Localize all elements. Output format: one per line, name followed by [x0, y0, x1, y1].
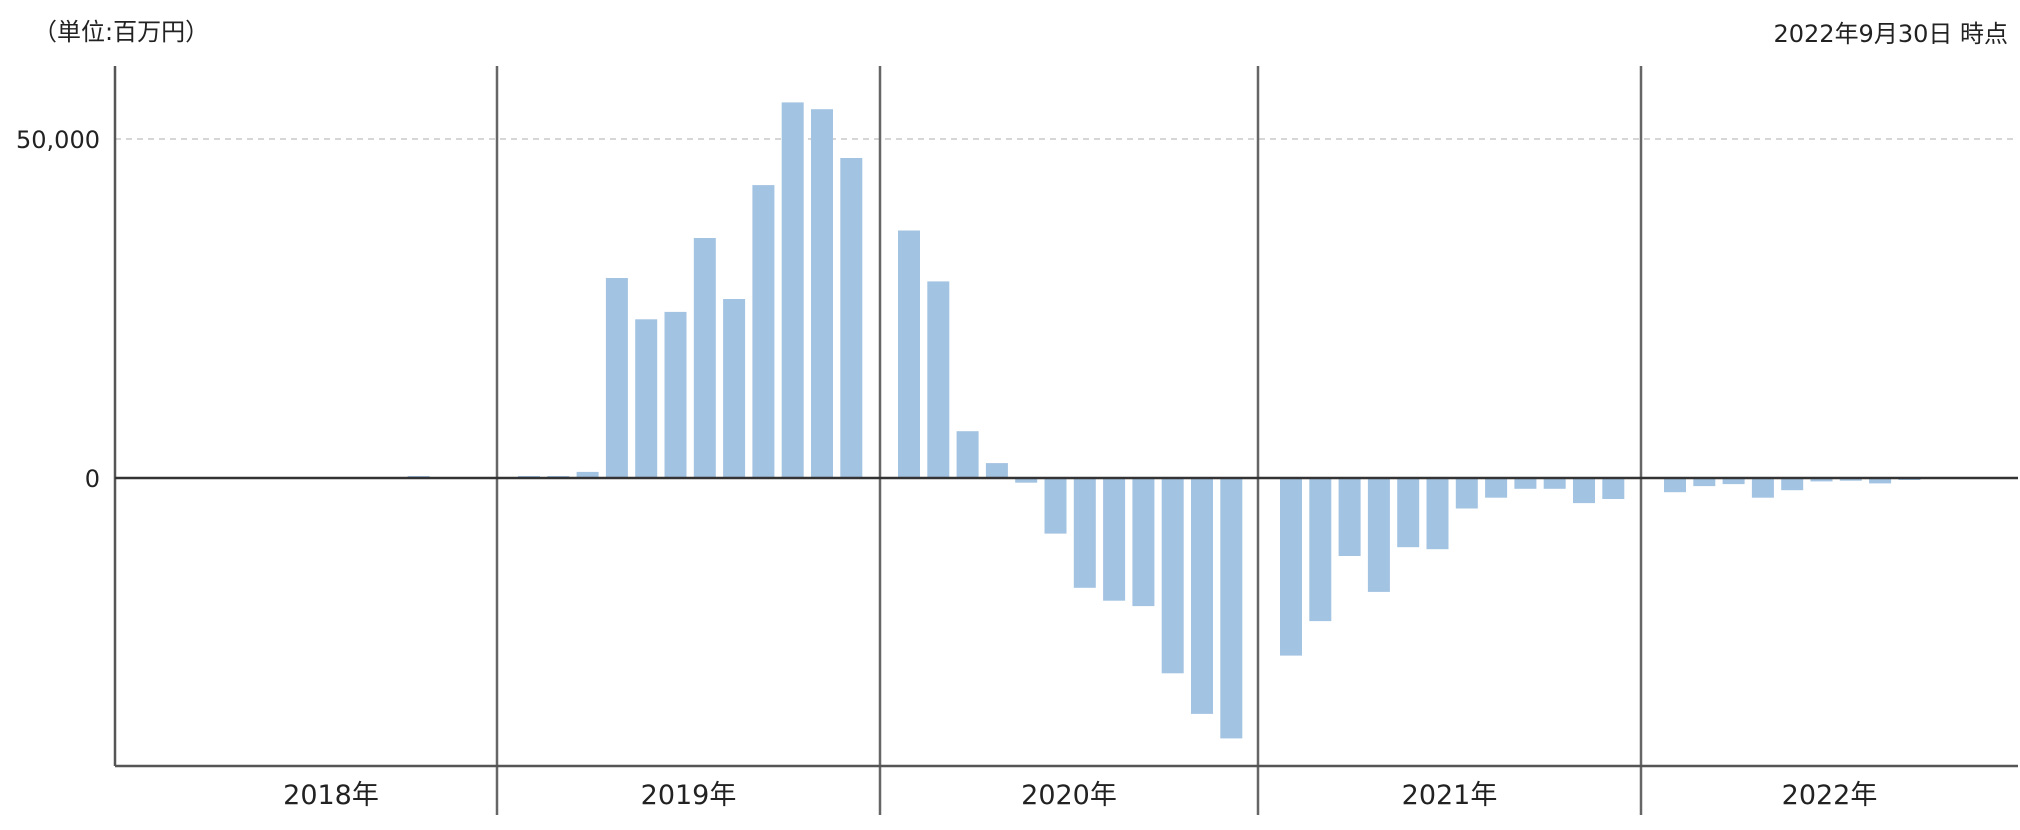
- bar-2-3: [956, 431, 979, 478]
- x-year-labels: 2018年 2019年 2020年 2021年 2022年: [283, 780, 1877, 811]
- bar-4-7: [1839, 478, 1862, 481]
- y-tick-label: 0: [85, 465, 100, 493]
- y-tick-label: 50,000: [16, 126, 100, 154]
- year-label: 2019年: [641, 780, 737, 811]
- bar-1-11: [811, 109, 833, 478]
- bar-2-8: [1103, 478, 1126, 601]
- bar-4-3: [1722, 478, 1745, 485]
- bar-4-8: [1869, 478, 1892, 484]
- bar-2-9: [1132, 478, 1155, 607]
- bar-2-10: [1161, 478, 1184, 674]
- bar-2-11: [1191, 478, 1213, 714]
- bar-3-1: [1280, 478, 1302, 656]
- bar-3-10: [1543, 478, 1566, 489]
- bar-4-6: [1810, 478, 1833, 482]
- bar-1-9: [752, 185, 775, 478]
- bar-4-1: [1664, 478, 1686, 493]
- year-dividers: [495, 66, 1643, 815]
- bar-3-5: [1397, 478, 1420, 548]
- bar-3-11: [1573, 478, 1595, 504]
- bar-3-3: [1338, 478, 1361, 556]
- bar-1-7: [693, 238, 716, 478]
- bar-1-6: [664, 311, 687, 478]
- year-label: 2021年: [1402, 780, 1498, 811]
- year-label: 2018年: [283, 780, 379, 811]
- bar-1-5: [635, 319, 658, 478]
- bar-2-5: [1015, 478, 1038, 483]
- bar-2-12: [1220, 478, 1243, 739]
- year-label: 2020年: [1021, 780, 1117, 811]
- bar-3-2: [1309, 478, 1332, 622]
- bar-1-10: [781, 102, 804, 479]
- bar-3-8: [1485, 478, 1508, 498]
- year-label: 2022年: [1782, 780, 1878, 811]
- bars: [407, 102, 1921, 739]
- bar-1-3: [576, 471, 599, 478]
- bar-4-2: [1693, 478, 1716, 487]
- y-tick-labels: 0 50,000: [16, 126, 100, 493]
- bar-2-4: [985, 463, 1008, 478]
- bar-2-6: [1044, 478, 1067, 534]
- as-of-date-label: 2022年9月30日 時点: [1773, 20, 2008, 48]
- bar-4-4: [1751, 478, 1774, 498]
- bar-3-6: [1426, 478, 1449, 550]
- bar-3-7: [1455, 478, 1478, 509]
- bar-2-7: [1073, 478, 1096, 588]
- bar-4-5: [1781, 478, 1804, 491]
- bar-2-1: [898, 230, 920, 478]
- unit-label: （単位:百万円）: [33, 18, 210, 46]
- bar-1-12: [840, 158, 863, 478]
- bar-1-4: [605, 278, 628, 478]
- bar-3-9: [1514, 478, 1537, 489]
- bar-3-4: [1367, 478, 1390, 592]
- bar-3-12: [1602, 478, 1625, 499]
- bar-2-2: [927, 281, 950, 478]
- axes: [113, 66, 2018, 768]
- bar-1-8: [723, 299, 746, 478]
